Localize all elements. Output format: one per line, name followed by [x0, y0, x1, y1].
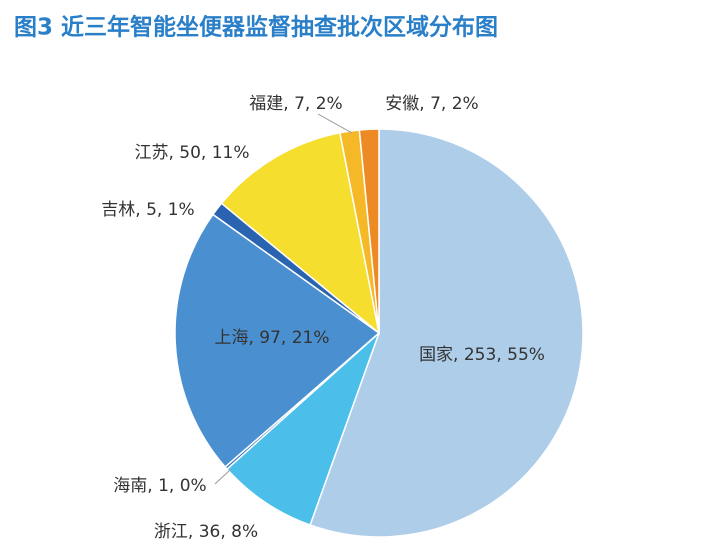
data-label: 江苏, 50, 11% [134, 143, 249, 163]
pie [174, 128, 584, 538]
pie-slice [309, 128, 584, 538]
chart-title: 图3 近三年智能坐便器监督抽查批次区域分布图 [14, 14, 498, 41]
pie-slice [225, 332, 380, 526]
data-label: 吉林, 5, 1% [101, 200, 194, 220]
data-label: 安徽, 7, 2% [385, 94, 478, 114]
data-label: 浙江, 36, 8% [154, 522, 258, 542]
data-label: 福建, 7, 2% [249, 94, 342, 114]
data-label: 海南, 1, 0% [113, 476, 206, 496]
pie-slice [220, 131, 381, 335]
leader-line [317, 113, 353, 134]
data-label: 国家, 253, 55% [419, 345, 545, 365]
pie-slice [174, 213, 381, 469]
data-label: 上海, 97, 21% [214, 328, 329, 348]
leader-line [214, 469, 231, 485]
pie-slice [358, 128, 380, 334]
